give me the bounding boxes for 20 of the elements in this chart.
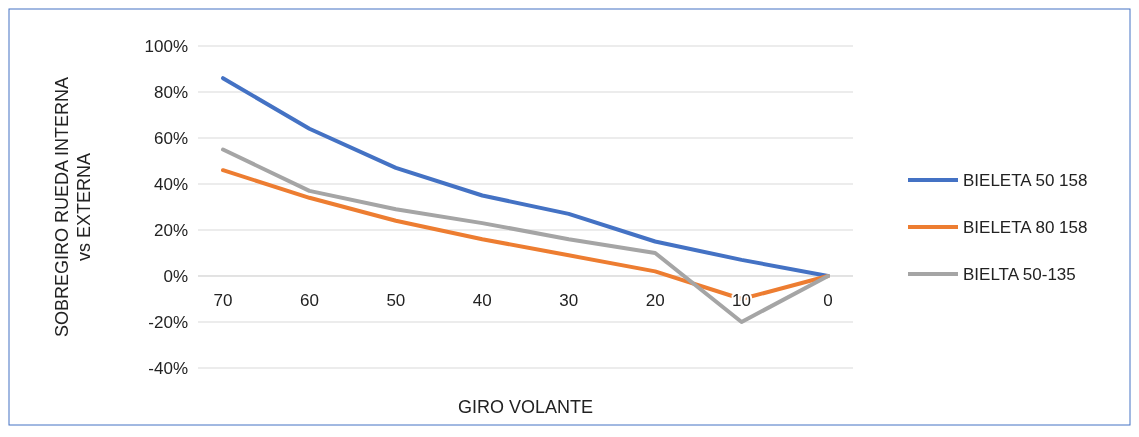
x-tick-label: 70 bbox=[213, 291, 233, 310]
y-axis-title: SOBREGIRO RUEDA INTERNA vs EXTERNA bbox=[52, 76, 94, 338]
y-tick-label: 60% bbox=[153, 128, 188, 148]
x-axis-title: GIRO VOLANTE bbox=[457, 397, 594, 417]
x-tick-label: 20 bbox=[645, 291, 665, 310]
y-tick-label: 100% bbox=[144, 36, 188, 56]
y-tick-label: 80% bbox=[153, 82, 188, 102]
y-tick-label: 40% bbox=[153, 174, 188, 194]
y-tick-label: -40% bbox=[148, 358, 188, 378]
y-tick-label: 20% bbox=[153, 220, 188, 240]
x-tick-label: 50 bbox=[386, 291, 406, 310]
x-tick-label: 60 bbox=[299, 291, 319, 310]
legend-label: BIELTA 50-135 bbox=[963, 264, 1076, 284]
y-tick-label: -20% bbox=[148, 312, 188, 332]
x-tick-label: 0 bbox=[823, 291, 833, 310]
legend-label: BIELETA 50 158 bbox=[963, 170, 1088, 190]
legend-label: BIELETA 80 158 bbox=[963, 217, 1088, 237]
y-tick-label: 0% bbox=[163, 266, 188, 286]
x-tick-label: 30 bbox=[559, 291, 579, 310]
x-tick-label: 40 bbox=[472, 291, 492, 310]
